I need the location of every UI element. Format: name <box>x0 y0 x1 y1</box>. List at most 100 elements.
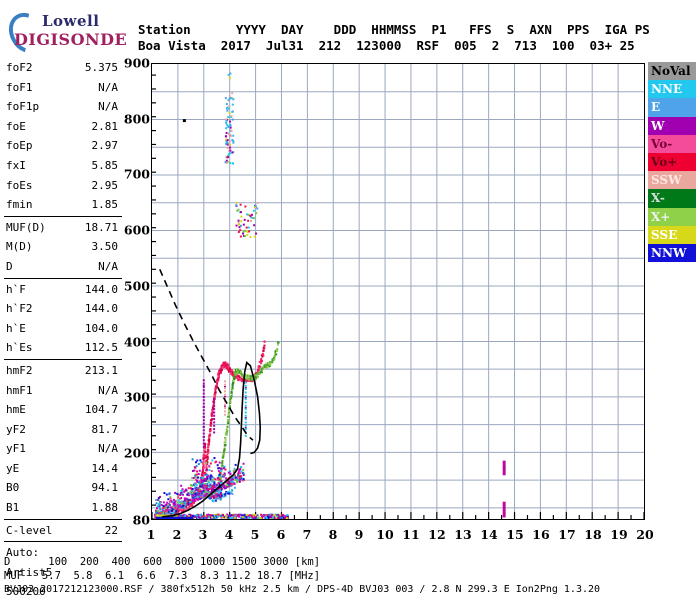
data-point <box>277 341 280 344</box>
data-point <box>262 514 265 517</box>
data-point <box>272 358 275 361</box>
legend-item-w[interactable]: W <box>648 116 696 135</box>
data-point <box>217 379 220 382</box>
data-point <box>222 467 225 470</box>
data-point <box>202 384 205 387</box>
data-point <box>210 493 213 496</box>
data-point <box>228 153 231 155</box>
footer-info: D 100 200 400 600 800 1000 1500 3000 [km… <box>4 556 600 597</box>
x-axis-tick-label: 12 <box>428 527 446 542</box>
data-point <box>188 500 191 503</box>
data-point <box>187 498 190 501</box>
data-point <box>223 493 226 496</box>
data-point <box>244 408 247 411</box>
data-point <box>163 491 166 494</box>
data-point <box>225 516 228 519</box>
data-point <box>195 514 198 517</box>
data-point <box>204 473 207 476</box>
data-point <box>217 467 220 470</box>
data-point <box>172 512 175 515</box>
data-point <box>219 491 222 494</box>
legend-item-vo-[interactable]: Vo- <box>648 134 696 153</box>
data-point <box>205 488 208 491</box>
data-point <box>230 492 233 495</box>
legend-item-nne[interactable]: NNE <box>648 80 696 99</box>
legend-item-nnw[interactable]: NNW <box>648 243 696 263</box>
data-point <box>252 517 255 519</box>
data-point <box>206 458 209 461</box>
data-point <box>181 514 184 517</box>
data-point <box>200 483 203 486</box>
data-point <box>254 204 257 207</box>
data-point <box>176 492 179 495</box>
data-point <box>225 132 228 135</box>
data-point <box>204 451 207 454</box>
legend-item-e[interactable]: E <box>648 98 696 117</box>
data-point <box>225 514 228 517</box>
legend-item-sse[interactable]: SSE <box>648 225 696 244</box>
legend-item-x-[interactable]: X- <box>648 189 696 208</box>
param-value: 213.1 <box>84 363 118 377</box>
data-point <box>176 501 179 504</box>
data-point <box>186 507 189 510</box>
data-point <box>223 473 226 476</box>
data-point <box>177 511 180 514</box>
data-point <box>182 506 185 509</box>
station-header: Station YYYY DAY DDD HHMMSS P1 FFS S AXN… <box>138 22 650 54</box>
data-point <box>237 515 240 518</box>
data-point <box>252 209 255 212</box>
data-point <box>260 358 263 361</box>
data-point <box>162 501 165 504</box>
data-point <box>224 397 227 400</box>
data-point <box>210 517 213 519</box>
legend-item-x-[interactable]: X+ <box>648 207 696 226</box>
param-value: N/A <box>98 442 118 456</box>
data-point <box>172 498 175 501</box>
data-point <box>185 506 188 509</box>
data-point <box>172 502 175 505</box>
interference-point <box>502 460 506 469</box>
data-point <box>189 487 192 490</box>
data-point <box>202 483 205 486</box>
data-point <box>254 516 257 519</box>
data-point <box>200 478 203 481</box>
data-point <box>158 512 161 515</box>
data-point <box>277 515 280 518</box>
data-point <box>206 459 209 462</box>
data-point <box>215 385 218 388</box>
data-point <box>220 494 223 497</box>
data-point <box>203 496 206 499</box>
data-point <box>196 480 199 483</box>
data-point <box>271 361 274 364</box>
data-point <box>240 215 243 218</box>
data-point <box>273 513 276 516</box>
data-point <box>266 363 269 366</box>
data-point <box>209 491 212 494</box>
data-point <box>205 466 208 469</box>
param-key: fxI <box>6 158 26 172</box>
data-point <box>202 445 205 448</box>
legend-item-vo-[interactable]: Vo+ <box>648 152 696 172</box>
data-point <box>226 143 229 146</box>
data-point <box>208 435 211 438</box>
legend-item-noval[interactable]: NoVal <box>648 62 696 81</box>
param-key: foEp <box>6 139 33 153</box>
data-point <box>244 418 247 421</box>
data-point <box>164 509 167 512</box>
data-point <box>240 466 243 469</box>
data-point <box>277 513 280 516</box>
data-point <box>196 516 199 519</box>
data-point <box>239 476 242 479</box>
data-point <box>227 485 230 488</box>
legend-item-ssw[interactable]: SSW <box>648 171 696 190</box>
data-point <box>225 491 228 494</box>
data-point <box>206 455 209 458</box>
data-point <box>197 493 200 496</box>
data-point <box>234 373 237 376</box>
data-point <box>198 487 201 490</box>
data-point <box>206 514 209 517</box>
data-point <box>194 496 197 499</box>
data-point <box>225 122 228 125</box>
data-point <box>156 509 159 512</box>
data-point <box>226 109 229 112</box>
